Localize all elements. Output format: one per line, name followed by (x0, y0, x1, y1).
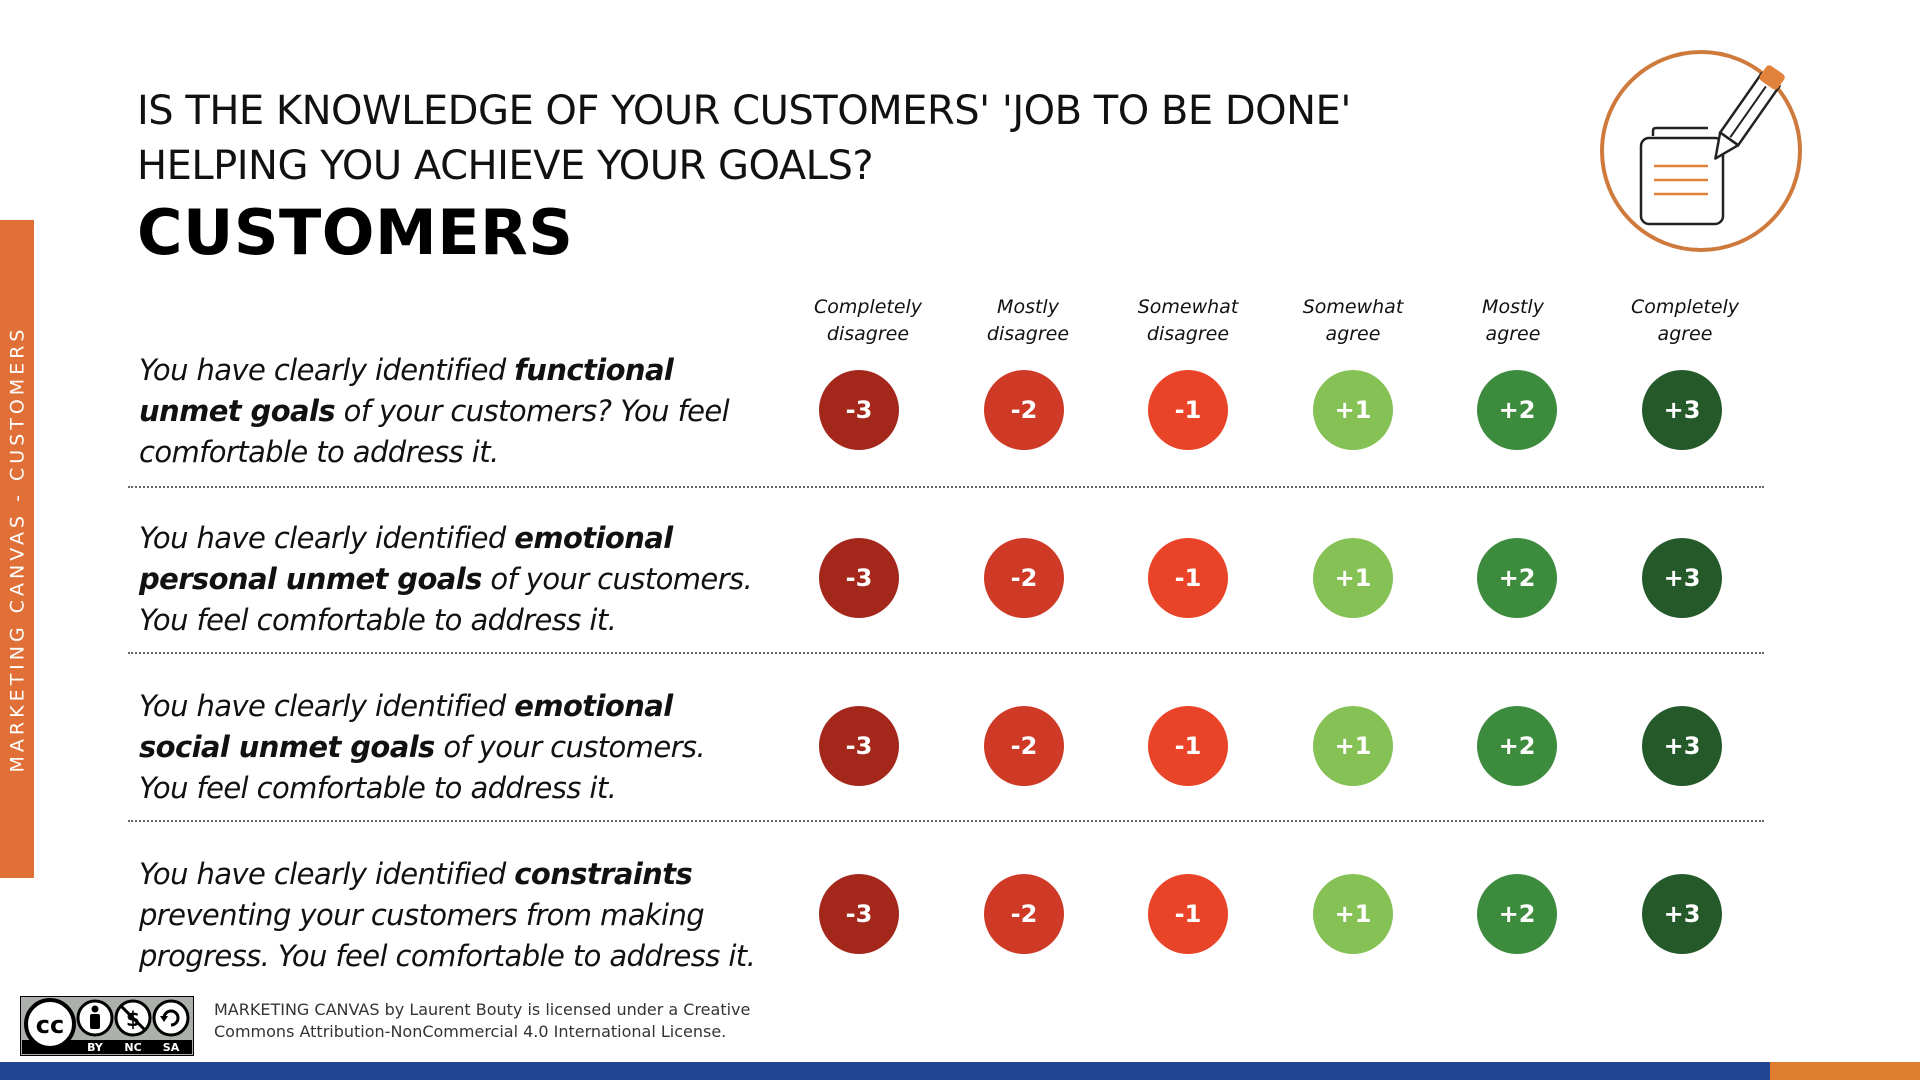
score-button-minus-2[interactable]: -2 (984, 370, 1064, 450)
scale-header: Somewhat disagree (1137, 296, 1239, 345)
cc-by-nc-sa-badge-icon: cc $ BY NC SA (20, 996, 194, 1056)
score-button-minus-1[interactable]: -1 (1148, 538, 1228, 618)
score-button-plus-3[interactable]: +3 (1642, 370, 1722, 450)
scale-headers: Completely disagree Mostly disagree Somewh… (0, 294, 1920, 354)
license-line-2: Commons Attribution-NonCommercial 4.0 In… (214, 1022, 727, 1041)
statement-text: You have clearly identified emotional so… (139, 689, 706, 805)
row-divider (128, 820, 1764, 822)
badge-label-by: BY (87, 1041, 104, 1054)
score-button-minus-1[interactable]: -1 (1148, 706, 1228, 786)
scale-header: Completely agree (1630, 296, 1740, 345)
question-line-1: IS THE KNOWLEDGE OF YOUR CUSTOMERS' 'JOB… (137, 88, 1351, 134)
score-button-minus-2[interactable]: -2 (984, 538, 1064, 618)
scale-header: Mostly disagree (986, 296, 1070, 345)
statement-row: You have clearly identified constraints … (0, 844, 1920, 1012)
score-button-plus-3[interactable]: +3 (1642, 706, 1722, 786)
score-button-minus-3[interactable]: -3 (819, 874, 899, 954)
score-button-minus-3[interactable]: -3 (819, 370, 899, 450)
statement-row: You have clearly identified functional u… (0, 340, 1920, 508)
badge-label-sa: SA (163, 1041, 180, 1054)
row-divider (128, 486, 1764, 488)
score-button-minus-3[interactable]: -3 (819, 538, 899, 618)
statement-text: You have clearly identified constraints … (139, 857, 756, 973)
license-line-1: MARKETING CANVAS by Laurent Bouty is lic… (214, 1000, 751, 1019)
score-button-minus-1[interactable]: -1 (1148, 874, 1228, 954)
badge-label-nc: NC (124, 1041, 141, 1054)
statement-row: You have clearly identified emotional pe… (0, 508, 1920, 676)
svg-text:cc: cc (36, 1011, 64, 1039)
notepad-pencil-icon (1598, 48, 1804, 254)
score-button-plus-1[interactable]: +1 (1313, 370, 1393, 450)
license-notice: MARKETING CANVAS by Laurent Bouty is lic… (214, 999, 754, 1043)
score-button-plus-3[interactable]: +3 (1642, 538, 1722, 618)
sidebar-tab: MARKETING CANVAS - CUSTOMERS (0, 220, 34, 878)
score-button-plus-2[interactable]: +2 (1477, 370, 1557, 450)
scale-header: Somewhat agree (1302, 296, 1404, 345)
scale-header: Completely disagree (813, 296, 923, 345)
score-button-minus-2[interactable]: -2 (984, 874, 1064, 954)
statement-text: You have clearly identified emotional pe… (139, 521, 753, 637)
score-button-plus-2[interactable]: +2 (1477, 874, 1557, 954)
statement-text: You have clearly identified functional u… (139, 353, 730, 469)
scale-header: Mostly agree (1482, 296, 1544, 345)
footer-bar-orange (1770, 1062, 1920, 1080)
score-button-minus-1[interactable]: -1 (1148, 370, 1228, 450)
score-button-plus-1[interactable]: +1 (1313, 538, 1393, 618)
row-divider (128, 652, 1764, 654)
page-question: IS THE KNOWLEDGE OF YOUR CUSTOMERS' 'JOB… (137, 84, 1387, 194)
score-button-plus-2[interactable]: +2 (1477, 706, 1557, 786)
statement-row: You have clearly identified emotional so… (0, 676, 1920, 844)
score-button-minus-3[interactable]: -3 (819, 706, 899, 786)
question-line-2: HELPING YOU ACHIEVE YOUR GOALS? (137, 143, 874, 189)
score-button-plus-1[interactable]: +1 (1313, 706, 1393, 786)
score-button-plus-3[interactable]: +3 (1642, 874, 1722, 954)
score-button-minus-2[interactable]: -2 (984, 706, 1064, 786)
score-button-plus-1[interactable]: +1 (1313, 874, 1393, 954)
footer-bar-blue (0, 1062, 1770, 1080)
page-title: CUSTOMERS (137, 196, 574, 269)
score-button-plus-2[interactable]: +2 (1477, 538, 1557, 618)
